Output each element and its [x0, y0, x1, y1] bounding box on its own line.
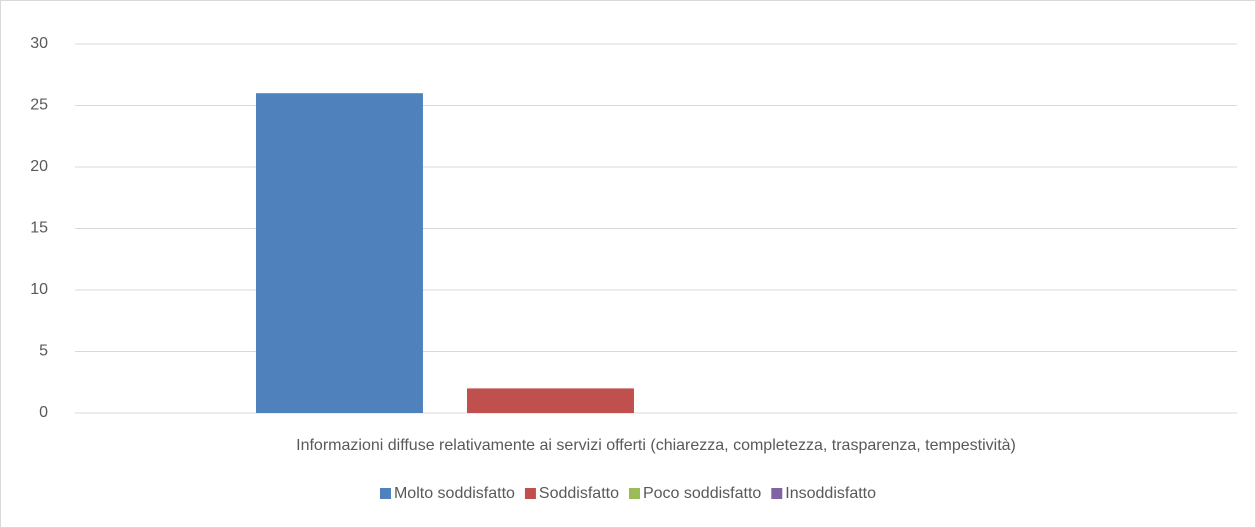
- y-tick-label: 0: [39, 404, 48, 421]
- y-tick-label: 15: [30, 220, 48, 237]
- legend-label: Soddisfatto: [539, 485, 619, 502]
- y-tick-label: 10: [30, 281, 48, 298]
- y-tick-label: 30: [30, 35, 48, 52]
- y-tick-label: 5: [39, 343, 48, 360]
- legend-swatch: [524, 488, 536, 499]
- legend-swatch: [379, 488, 391, 499]
- legend-label: Molto soddisfatto: [394, 485, 515, 502]
- y-tick-label: 25: [30, 97, 48, 114]
- legend-label: Insoddisfatto: [785, 485, 876, 502]
- x-tick-label: Informazioni diffuse relativamente ai se…: [296, 437, 1016, 454]
- legend-swatch: [628, 488, 640, 499]
- bar: [467, 388, 634, 413]
- legend-swatch: [771, 488, 783, 499]
- legend-label: Poco soddisfatto: [643, 485, 761, 502]
- bar: [255, 93, 423, 413]
- y-tick-label: 20: [30, 158, 48, 175]
